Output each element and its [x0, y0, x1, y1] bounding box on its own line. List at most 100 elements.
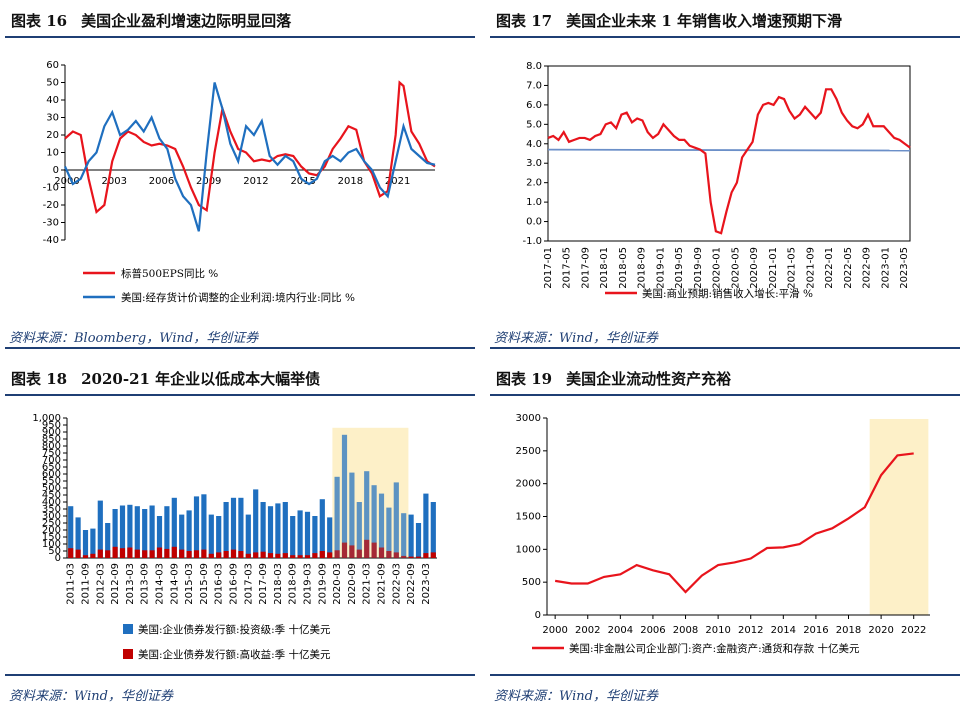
bar-high-yield	[119, 548, 126, 558]
y-tick-label: 2.0	[526, 178, 542, 189]
bar-investment-grade	[82, 530, 89, 558]
x-tick-label: 2018-05	[618, 247, 629, 289]
bar-high-yield	[304, 555, 311, 558]
bar-high-yield	[334, 550, 340, 558]
x-tick-label: 2012	[738, 625, 763, 636]
bar-investment-grade	[297, 510, 303, 558]
x-tick-label: 2022-09	[406, 563, 417, 605]
x-tick-label: 2020-05	[730, 247, 741, 289]
y-tick-label: 7.0	[526, 80, 542, 91]
y-tick-label: 350	[42, 504, 61, 515]
y-tick-label: 550	[42, 476, 61, 487]
bar-investment-grade	[290, 516, 296, 558]
x-tick-label: 2022-09	[862, 247, 873, 289]
x-tick-label: 2021	[385, 176, 410, 187]
bar-investment-grade	[253, 489, 259, 558]
bar-high-yield	[97, 549, 103, 558]
x-tick-label: 2014-09	[169, 563, 180, 605]
x-tick-label: 2023-01	[880, 247, 891, 289]
legend-label-2: 美国:经存货计价调整的企业利润:境内行业:同比 %	[121, 291, 355, 304]
bar-investment-grade	[134, 506, 140, 558]
bar-high-yield	[134, 549, 140, 558]
y-tick-label: 2500	[516, 446, 541, 457]
bar-high-yield	[90, 553, 96, 558]
x-tick-label: 2006	[640, 625, 665, 636]
bar-high-yield	[275, 553, 281, 558]
panel-19: 图表 19 美国企业流动性资产充裕 0 500 1000 1500 2000 2500 300…	[490, 362, 960, 707]
y-tick-label: 10	[46, 148, 59, 159]
bar-high-yield	[290, 555, 296, 558]
bar-investment-grade	[334, 476, 340, 558]
y-tick-label: -1.0	[522, 236, 542, 247]
bar-high-yield	[253, 552, 259, 558]
y-tick-label: -20	[43, 200, 59, 211]
x-tick-label: 2015-09	[199, 563, 210, 605]
y-tick-label: 50	[46, 78, 59, 89]
bar-investment-grade	[90, 528, 96, 558]
x-tick-label: 2019-09	[317, 563, 328, 605]
bar-high-yield	[297, 555, 303, 558]
x-tick-label: 2022-03	[391, 563, 402, 605]
x-tick-label: 2018-09	[637, 247, 648, 289]
y-tick-label: 750	[42, 448, 61, 459]
bar-high-yield	[238, 551, 244, 558]
x-tick-label: 2022-05	[843, 247, 854, 289]
x-tick-label: 2018-09	[288, 563, 299, 605]
x-tick-label: 2019-01	[655, 247, 666, 289]
bar-investment-grade	[223, 502, 229, 558]
bar-investment-grade	[275, 503, 281, 558]
bar-high-yield	[371, 542, 377, 558]
bar-investment-grade	[282, 502, 288, 558]
bar-investment-grade	[238, 497, 244, 558]
bar-investment-grade	[142, 509, 148, 558]
y-tick-label: 300	[42, 511, 61, 522]
bar-investment-grade	[201, 494, 207, 558]
y-tick-label: 1000	[516, 544, 541, 555]
x-tick-label: 2021-09	[377, 563, 388, 605]
bar-investment-grade	[341, 434, 348, 558]
bar-investment-grade	[423, 493, 429, 558]
x-tick-label: 2017-01	[543, 247, 554, 289]
y-tick-label: 950	[42, 420, 61, 431]
x-tick-label: 2021-01	[768, 247, 779, 289]
y-tick-label: 60	[46, 60, 59, 71]
highlight-band	[869, 418, 929, 615]
bar-high-yield	[186, 551, 192, 558]
bar-investment-grade	[371, 485, 377, 558]
bar-investment-grade	[415, 523, 422, 558]
bar-investment-grade	[119, 505, 126, 558]
bar-investment-grade	[171, 497, 177, 558]
y-tick-label: 200	[42, 525, 61, 536]
bar-high-yield	[401, 555, 407, 558]
x-tick-label: 2019-03	[303, 563, 314, 605]
y-tick-label: 40	[46, 95, 59, 106]
bar-high-yield	[282, 553, 288, 558]
y-tick-label: 700	[42, 455, 61, 466]
legend-label: 美国:非金融公司企业部门:资产:金融资产:通货和存款 十亿美元	[569, 642, 860, 655]
y-tick-label: 1.0	[526, 197, 542, 208]
y-tick-label: 400	[42, 497, 61, 508]
series-line-1	[64, 80, 436, 215]
y-tick-label: 500	[42, 483, 61, 494]
bar-investment-grade	[327, 517, 333, 558]
x-tick-label: 2016-09	[229, 563, 240, 605]
y-tick-label: 4.0	[526, 139, 542, 150]
trend-line	[547, 148, 911, 152]
bar-high-yield	[156, 547, 163, 558]
bar-high-yield	[356, 549, 362, 558]
bar-high-yield	[193, 550, 200, 558]
y-tick-label: 600	[42, 469, 61, 480]
bar-high-yield	[408, 556, 414, 558]
divider	[5, 674, 475, 676]
bar-high-yield	[216, 552, 222, 558]
x-tick-label: 2015-03	[184, 563, 195, 605]
bar-investment-grade	[304, 511, 311, 558]
bar-high-yield	[179, 549, 185, 558]
bar-investment-grade	[312, 516, 318, 558]
x-tick-label: 2021-09	[805, 247, 816, 289]
chart-19: 0 500 1000 1500 2000 2500 3000 2000 2002 2004 2006…	[516, 413, 930, 655]
bar-high-yield	[75, 549, 81, 558]
y-tick-label: 20	[46, 130, 59, 141]
bar-high-yield	[127, 547, 133, 558]
bar-investment-grade	[393, 482, 399, 558]
